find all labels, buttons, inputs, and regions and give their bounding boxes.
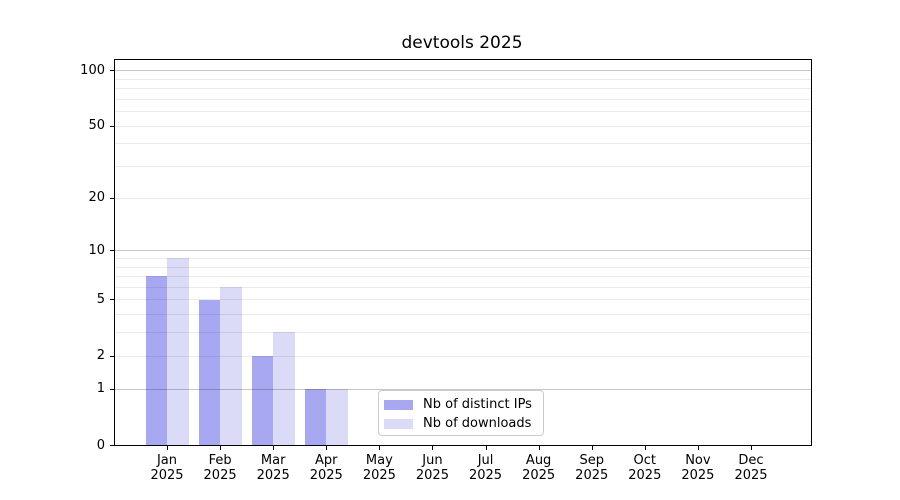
bar-feb-ips: [198, 299, 221, 445]
x-tick: [485, 446, 487, 450]
bar-apr-downloads: [326, 388, 348, 445]
y-tick: [110, 445, 114, 446]
x-tick: [379, 446, 381, 450]
x-tick-label: Oct 2025: [628, 453, 662, 483]
x-tick-label: Jul 2025: [468, 453, 503, 483]
y-tick-label: 100: [80, 62, 105, 78]
x-tick: [697, 446, 699, 450]
x-tick: [273, 446, 275, 450]
plot-area: 0 1 2 5 10 20 50 100 Jan 2025 Feb 2025 Mar 2025 Apr 202…: [80, 59, 812, 483]
x-tick-label: Jun 2025: [415, 453, 449, 483]
major-gridline: [115, 70, 811, 72]
minor-gridline: [115, 88, 811, 90]
minor-gridline: [115, 332, 811, 334]
minor-gridline: [115, 314, 811, 316]
minor-gridline: [115, 286, 811, 288]
y-tick-label: 1: [96, 381, 105, 397]
legend-swatch-downloads: [384, 418, 413, 429]
bar-feb-downloads: [220, 286, 242, 445]
minor-gridline: [115, 78, 811, 80]
y-tick: [110, 250, 114, 252]
x-tick: [326, 446, 328, 450]
minor-gridline: [115, 276, 811, 278]
y-tick: [110, 299, 114, 301]
minor-gridline: [115, 143, 811, 145]
major-gridline: [115, 250, 811, 252]
y-tick-label: 10: [88, 242, 105, 258]
x-tick: [750, 446, 752, 450]
y-tick: [110, 388, 114, 390]
x-tick: [220, 446, 222, 450]
y-tick-label: 5: [96, 291, 105, 307]
minor-gridline: [115, 197, 811, 199]
x-tick: [591, 446, 593, 450]
x-tick-label: Dec 2025: [734, 453, 768, 483]
minor-gridline: [115, 355, 811, 357]
legend: Nb of distinct IPs Nb of downloads: [378, 390, 544, 436]
x-tick: [432, 446, 434, 450]
legend-label: Nb of distinct IPs: [423, 397, 532, 412]
x-tick-label: Sep 2025: [575, 453, 609, 483]
x-tick-label: Feb 2025: [203, 453, 237, 483]
y-tick-label: 2: [96, 348, 105, 364]
x-tick-label: Apr 2025: [309, 453, 343, 483]
legend-label: Nb of downloads: [423, 416, 532, 431]
x-tick-label: Jan 2025: [150, 453, 184, 483]
x-tick: [167, 446, 168, 450]
bar-jan-downloads: [167, 258, 189, 445]
y-tick: [110, 70, 114, 72]
y-tick: [110, 197, 114, 199]
x-tick-label: May 2025: [362, 453, 396, 483]
x-tick: [644, 446, 646, 450]
x-tick-label: Nov 2025: [681, 453, 715, 483]
minor-gridline: [115, 166, 811, 168]
x-tick-label: Mar 2025: [256, 453, 290, 483]
y-tick-label: 0: [96, 437, 105, 453]
x-tick-label: Aug 2025: [522, 453, 556, 483]
minor-gridline: [115, 98, 811, 100]
minor-gridline: [115, 266, 811, 268]
minor-gridline: [115, 111, 811, 113]
major-gridline: [115, 388, 811, 390]
legend-swatch-distinct-ips: [384, 399, 413, 410]
bar-mar-downloads: [273, 332, 295, 445]
minor-gridline: [115, 299, 811, 301]
bar-apr-ips: [304, 388, 327, 445]
legend-item-downloads: Nb of downloads: [384, 414, 537, 433]
y-tick: [110, 355, 114, 357]
y-tick-label: 50: [88, 118, 105, 134]
chart-title: devtools 2025: [401, 33, 523, 53]
y-tick: [110, 125, 114, 127]
minor-gridline: [115, 258, 811, 259]
minor-gridline: [115, 125, 811, 127]
bar-mar-ips: [251, 355, 274, 445]
legend-item-distinct-ips: Nb of distinct IPs: [384, 395, 537, 414]
y-tick-label: 20: [88, 190, 105, 206]
x-tick: [538, 446, 540, 450]
bar-jan-ips: [145, 276, 167, 445]
